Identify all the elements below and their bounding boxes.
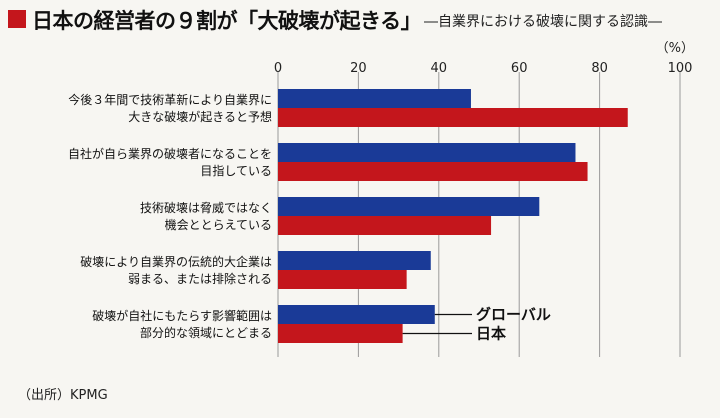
bar-japan-0 [278, 108, 628, 127]
category-label: 自社が自ら業界の破壊者になることを [68, 146, 272, 161]
chart-subtitle: ―自業界における破壊に関する認識― [424, 14, 662, 30]
source-note: （出所）KPMG [18, 388, 108, 403]
legend-entry-japan: 日本 [476, 325, 506, 343]
bars [278, 89, 628, 343]
x-tick-label: 0 [274, 61, 282, 76]
category-labels: 今後３年間で技術革新により自業界に大きな破壊が起きると予想自社が自ら業界の破壊者… [68, 92, 272, 340]
x-tick-label: 60 [511, 61, 528, 76]
x-tick-label: 40 [431, 61, 448, 76]
legend-entry-global: グローバル [476, 306, 551, 324]
category-label: 目指している [200, 163, 272, 178]
bar-global-4 [278, 305, 435, 324]
category-label: 今後３年間で技術革新により自業界に [68, 92, 272, 107]
chart-title: 日本の経営者の９割が「大破壊が起きる」 [32, 9, 422, 33]
category-label: 大きな破壊が起きると予想 [128, 109, 272, 124]
bar-global-1 [278, 143, 576, 162]
category-label: 破壊が自社にもたらす影響範囲は [92, 308, 272, 323]
category-label: 弱まる、または排除される [128, 271, 272, 286]
x-tick-label: 80 [591, 61, 608, 76]
category-label: 機会ととらえている [165, 217, 272, 232]
title-square-marker [8, 10, 26, 28]
x-tick-label: 20 [350, 61, 367, 76]
bar-japan-2 [278, 216, 492, 235]
bar-global-3 [278, 251, 431, 270]
bar-japan-3 [278, 270, 407, 289]
bar-japan-4 [278, 324, 403, 343]
bar-global-2 [278, 197, 540, 216]
title-bar: 日本の経営者の９割が「大破壊が起きる」 ―自業界における破壊に関する認識― [6, 4, 714, 34]
x-tick-label: 100 [668, 61, 693, 76]
x-axis-ticks: 0 20 40 60 80 100 [274, 61, 693, 76]
category-label: 部分的な領域にとどまる [140, 325, 272, 340]
category-label: 破壊により自業界の伝統的大企業は [80, 254, 272, 269]
bar-japan-1 [278, 162, 588, 181]
category-label: 技術破壊は脅威ではなく [140, 200, 272, 215]
unit-label: （%） [656, 41, 694, 56]
bar-global-0 [278, 89, 471, 108]
